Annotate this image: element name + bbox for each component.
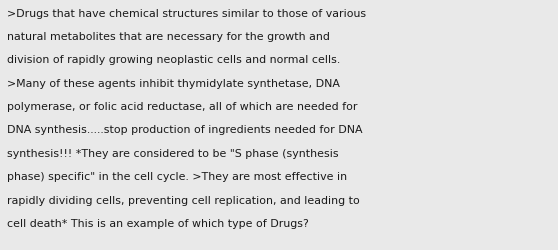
Text: synthesis!!! *They are considered to be "S phase (synthesis: synthesis!!! *They are considered to be … xyxy=(7,148,338,158)
Text: DNA synthesis.....stop production of ingredients needed for DNA: DNA synthesis.....stop production of ing… xyxy=(7,125,362,135)
Text: >Many of these agents inhibit thymidylate synthetase, DNA: >Many of these agents inhibit thymidylat… xyxy=(7,78,340,88)
Text: natural metabolites that are necessary for the growth and: natural metabolites that are necessary f… xyxy=(7,32,330,42)
Text: >Drugs that have chemical structures similar to those of various: >Drugs that have chemical structures sim… xyxy=(7,9,366,19)
Text: division of rapidly growing neoplastic cells and normal cells.: division of rapidly growing neoplastic c… xyxy=(7,55,340,65)
Text: polymerase, or folic acid reductase, all of which are needed for: polymerase, or folic acid reductase, all… xyxy=(7,102,357,112)
Text: rapidly dividing cells, preventing cell replication, and leading to: rapidly dividing cells, preventing cell … xyxy=(7,195,359,205)
Text: phase) specific" in the cell cycle. >They are most effective in: phase) specific" in the cell cycle. >The… xyxy=(7,172,347,181)
Text: cell death* This is an example of which type of Drugs?: cell death* This is an example of which … xyxy=(7,218,309,228)
